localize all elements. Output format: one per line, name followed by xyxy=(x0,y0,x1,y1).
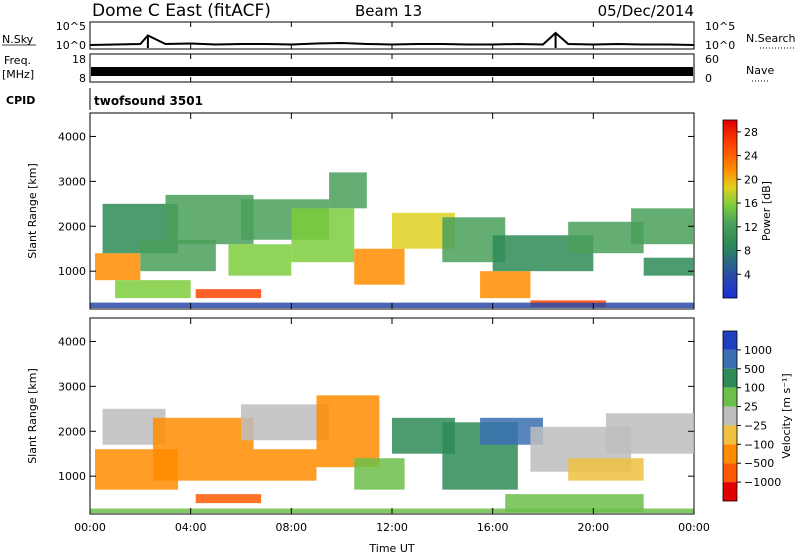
colorbar-tick-label: 20 xyxy=(744,173,758,186)
colorbar-tick-label: 16 xyxy=(744,197,758,210)
colorbar-tick-label: 100 xyxy=(744,382,765,395)
nsky-label: N.Sky xyxy=(2,33,34,46)
heatmap-cell xyxy=(643,257,694,276)
power-heatmap xyxy=(90,172,694,308)
heatmap-cell xyxy=(291,208,355,263)
velocity-colorbar-label: Velocity [m s⁻¹] xyxy=(780,373,793,458)
colorbar-segment xyxy=(723,463,737,483)
heatmap-cell xyxy=(140,239,216,272)
colorbar-tick-label: −500 xyxy=(744,457,774,470)
colorbar-segment xyxy=(723,444,737,464)
xtick-label: 00:00 xyxy=(678,521,710,534)
ytick-label: 4000 xyxy=(58,335,86,348)
xtick-label: 20:00 xyxy=(577,521,609,534)
heatmap-cell xyxy=(152,417,254,481)
colorbar-segment xyxy=(723,349,737,369)
heatmap-cell xyxy=(228,244,292,276)
heatmap-cell xyxy=(329,172,367,209)
xtick-label: 12:00 xyxy=(376,521,408,534)
colorbar-tick-label: −100 xyxy=(744,438,774,451)
beam-label: Beam 13 xyxy=(355,2,422,20)
station-title: Dome C East (fitACF) xyxy=(92,1,271,21)
date-label: 05/Dec/2014 xyxy=(598,2,694,20)
nsearch-label: N.Search xyxy=(746,32,796,45)
ytick-label: 2000 xyxy=(58,425,86,438)
nave-label: Nave xyxy=(746,64,774,77)
heatmap-cell xyxy=(241,404,330,441)
heatmap-cell xyxy=(195,289,262,299)
colorbar-tick-label: 25 xyxy=(744,401,758,414)
heatmap-cell xyxy=(354,248,405,285)
power-colorbar-label: Power [dB] xyxy=(760,181,773,241)
nave-tick-top: 60 xyxy=(705,53,719,66)
velocity-colorbar xyxy=(722,330,738,502)
nsearch-tick-bottom: 10^0 xyxy=(705,39,735,52)
colorbar-segment xyxy=(723,406,737,426)
xtick-label: 00:00 xyxy=(74,521,106,534)
colorbar-segment xyxy=(723,387,737,407)
heatmap-cell xyxy=(195,494,262,504)
colorbar-tick-label: 8 xyxy=(744,245,751,258)
ytick-label: 2000 xyxy=(58,220,86,233)
colorbar-tick-label: −1000 xyxy=(744,476,781,489)
xtick-label: 08:00 xyxy=(275,521,307,534)
ytick-label: 4000 xyxy=(58,130,86,143)
heatmap-cell xyxy=(354,458,405,490)
heatmap-cell xyxy=(605,413,694,454)
colorbar-tick-label: 12 xyxy=(744,221,758,234)
colorbar-tick-label: 4 xyxy=(744,268,751,281)
ytick-label: 3000 xyxy=(58,380,86,393)
power-ylabel: Slant Range [km] xyxy=(26,163,39,259)
ytick-label: 3000 xyxy=(58,175,86,188)
colorbar-frame xyxy=(722,330,738,502)
colorbar-tick-label: −25 xyxy=(744,419,767,432)
heatmap-cell xyxy=(95,253,141,281)
xtick-label: 04:00 xyxy=(175,521,207,534)
colorbar-tick-label: 24 xyxy=(744,150,758,163)
power-colorbar xyxy=(722,119,738,299)
heatmap-cell xyxy=(480,271,531,299)
heatmap-cell xyxy=(165,194,254,245)
colorbar-segment xyxy=(723,482,737,501)
colorbar-tick-label: 1000 xyxy=(744,344,772,357)
velocity-ylabel: Slant Range [km] xyxy=(26,368,39,464)
heatmap-cell xyxy=(316,395,380,468)
ytick-label: 1000 xyxy=(58,470,86,483)
colorbar-tick-label: 500 xyxy=(744,363,765,376)
colorbar-segment xyxy=(723,331,737,350)
colorbar-segment xyxy=(723,368,737,388)
freq-tick-top: 18 xyxy=(72,53,86,66)
nsky-line xyxy=(89,31,695,46)
heatmap-cell xyxy=(115,280,191,299)
heatmap-cell xyxy=(505,494,644,513)
ytick-label: 1000 xyxy=(58,265,86,278)
heatmap-cell xyxy=(253,449,317,481)
colorbar-tick-label: 28 xyxy=(744,126,758,139)
cpid-label: CPID xyxy=(6,94,35,107)
cpid-value: twofsound 3501 xyxy=(94,94,203,108)
nave-tick-bottom: 0 xyxy=(705,72,712,85)
xtick-label: 16:00 xyxy=(477,521,509,534)
xaxis-label: Time UT xyxy=(368,542,414,554)
heatmap-cell xyxy=(568,458,644,481)
velocity-heatmap xyxy=(90,395,694,513)
freq-label: Freq. xyxy=(4,54,31,67)
nsky-tick-bottom: 10^0 xyxy=(56,39,86,52)
heatmap-cell xyxy=(631,208,694,245)
colorbar-segment xyxy=(723,425,737,445)
nsearch-tick-top: 10^5 xyxy=(705,20,735,33)
freq-unit-label: [MHz] xyxy=(2,68,34,81)
nsky-tick-top: 10^5 xyxy=(56,20,86,33)
nave-band xyxy=(91,67,693,76)
freq-tick-bottom: 8 xyxy=(79,72,86,85)
